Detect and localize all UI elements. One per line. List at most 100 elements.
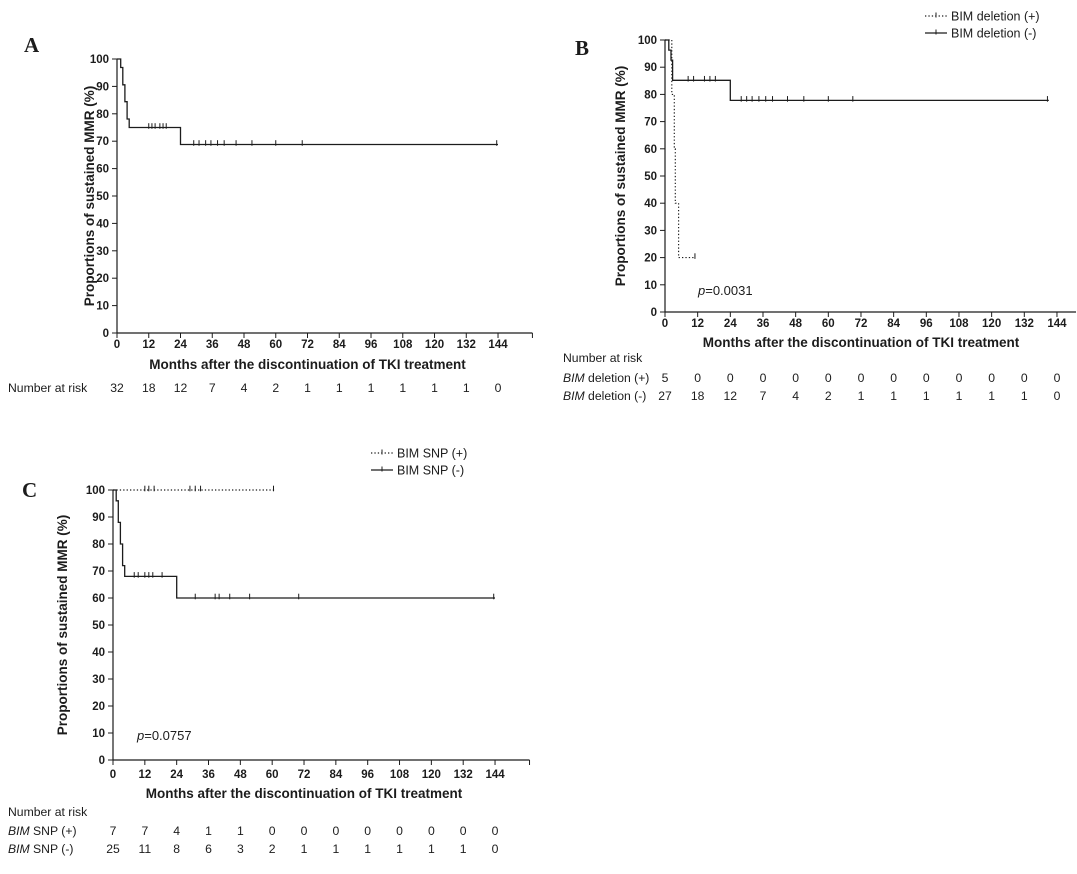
x-tick-label: 24 bbox=[170, 769, 183, 781]
x-tick-label: 24 bbox=[724, 318, 737, 330]
y-tick-label: 0 bbox=[99, 755, 105, 767]
y-tick-label: 50 bbox=[96, 191, 109, 203]
y-tick-label: 10 bbox=[644, 280, 657, 292]
x-axis-title: Months after the discontinuation of TKI … bbox=[146, 786, 463, 801]
risk-count: 12 bbox=[724, 389, 738, 403]
risk-count: 1 bbox=[396, 842, 403, 856]
km-curve-bim-deletion- bbox=[665, 39, 1049, 102]
x-tick-label: 108 bbox=[393, 339, 413, 351]
risk-count: 7 bbox=[209, 381, 216, 395]
legend-label: BIM SNP (-) bbox=[397, 464, 464, 478]
x-tick-label: 72 bbox=[855, 318, 868, 330]
risk-count: 1 bbox=[890, 389, 897, 403]
y-tick-label: 60 bbox=[92, 593, 105, 605]
risk-count: 1 bbox=[332, 842, 339, 856]
y-tick-label: 60 bbox=[96, 164, 109, 176]
y-axis-title: Proportions of sustained MMR (%) bbox=[613, 66, 628, 287]
risk-table-title: Number at risk bbox=[563, 351, 643, 365]
panel-letter-c: C bbox=[22, 478, 37, 502]
risk-count: 1 bbox=[956, 389, 963, 403]
x-tick-label: 84 bbox=[887, 318, 900, 330]
y-tick-label: 40 bbox=[92, 647, 105, 659]
risk-count: 0 bbox=[760, 371, 767, 385]
risk-count: 0 bbox=[1054, 371, 1061, 385]
y-tick-label: 10 bbox=[96, 301, 109, 313]
y-tick-label: 100 bbox=[86, 485, 105, 497]
y-axis-title: Proportions of sustained MMR (%) bbox=[82, 86, 97, 307]
y-tick-label: 30 bbox=[92, 674, 105, 686]
y-tick-label: 70 bbox=[96, 136, 109, 148]
risk-row-label: BIM deletion (-) bbox=[563, 389, 646, 403]
risk-count: 1 bbox=[1021, 389, 1028, 403]
risk-count: 0 bbox=[792, 371, 799, 385]
y-tick-label: 20 bbox=[96, 273, 109, 285]
x-tick-label: 132 bbox=[1015, 318, 1034, 330]
x-tick-label: 12 bbox=[691, 318, 704, 330]
risk-count: 0 bbox=[988, 371, 995, 385]
risk-count: 11 bbox=[139, 842, 152, 856]
x-tick-label: 144 bbox=[488, 339, 508, 351]
risk-row-label: BIM deletion (+) bbox=[563, 371, 649, 385]
risk-count: 1 bbox=[923, 389, 930, 403]
risk-count: 4 bbox=[792, 389, 799, 403]
x-tick-label: 60 bbox=[266, 769, 279, 781]
risk-count: 1 bbox=[463, 381, 470, 395]
risk-count: 1 bbox=[428, 842, 435, 856]
km-curve-bim-snp- bbox=[113, 489, 495, 599]
x-tick-label: 120 bbox=[425, 339, 444, 351]
x-tick-label: 72 bbox=[301, 339, 314, 351]
x-tick-label: 96 bbox=[920, 318, 933, 330]
x-tick-label: 36 bbox=[757, 318, 770, 330]
risk-count: 1 bbox=[988, 389, 995, 403]
risk-count: 1 bbox=[460, 842, 467, 856]
risk-count: 0 bbox=[825, 371, 832, 385]
x-tick-label: 0 bbox=[114, 339, 120, 351]
risk-row-label: BIM SNP (-) bbox=[8, 842, 73, 856]
risk-count: 1 bbox=[237, 824, 244, 838]
panel-letter-a: A bbox=[24, 33, 40, 57]
risk-count: 27 bbox=[658, 389, 672, 403]
x-tick-label: 96 bbox=[361, 769, 374, 781]
y-tick-label: 70 bbox=[644, 117, 657, 129]
risk-count: 0 bbox=[364, 824, 371, 838]
x-tick-label: 144 bbox=[1047, 318, 1067, 330]
y-tick-label: 90 bbox=[96, 81, 109, 93]
risk-count: 1 bbox=[399, 381, 406, 395]
risk-count: 0 bbox=[495, 381, 502, 395]
risk-count: 0 bbox=[727, 371, 734, 385]
x-tick-label: 84 bbox=[333, 339, 346, 351]
risk-count: 12 bbox=[174, 381, 188, 395]
x-tick-label: 72 bbox=[298, 769, 311, 781]
panel-letter-b: B bbox=[575, 36, 589, 60]
y-tick-label: 80 bbox=[644, 89, 657, 101]
x-tick-label: 48 bbox=[789, 318, 802, 330]
risk-count: 0 bbox=[332, 824, 339, 838]
risk-count: 0 bbox=[1021, 371, 1028, 385]
y-tick-label: 80 bbox=[92, 539, 105, 551]
y-tick-label: 50 bbox=[92, 620, 105, 632]
y-tick-label: 90 bbox=[644, 62, 657, 74]
y-tick-label: 20 bbox=[92, 701, 105, 713]
risk-row-label: BIM SNP (+) bbox=[8, 824, 77, 838]
x-tick-label: 144 bbox=[485, 769, 505, 781]
p-value: p=0.0031 bbox=[697, 283, 753, 298]
x-tick-label: 0 bbox=[110, 769, 116, 781]
risk-count: 1 bbox=[364, 842, 371, 856]
y-tick-label: 10 bbox=[92, 728, 105, 740]
risk-count: 1 bbox=[368, 381, 375, 395]
risk-count: 0 bbox=[396, 824, 403, 838]
risk-count: 2 bbox=[272, 381, 279, 395]
x-tick-label: 108 bbox=[949, 318, 969, 330]
x-tick-label: 12 bbox=[138, 769, 151, 781]
x-tick-label: 60 bbox=[822, 318, 835, 330]
x-tick-label: 48 bbox=[238, 339, 251, 351]
y-tick-label: 90 bbox=[92, 512, 105, 524]
risk-count: 1 bbox=[858, 389, 865, 403]
y-tick-label: 0 bbox=[651, 307, 657, 319]
risk-count: 32 bbox=[110, 381, 124, 395]
p-value: p=0.0757 bbox=[136, 728, 192, 743]
risk-count: 1 bbox=[336, 381, 343, 395]
y-tick-label: 30 bbox=[644, 225, 657, 237]
legend-label: BIM SNP (+) bbox=[397, 447, 467, 461]
